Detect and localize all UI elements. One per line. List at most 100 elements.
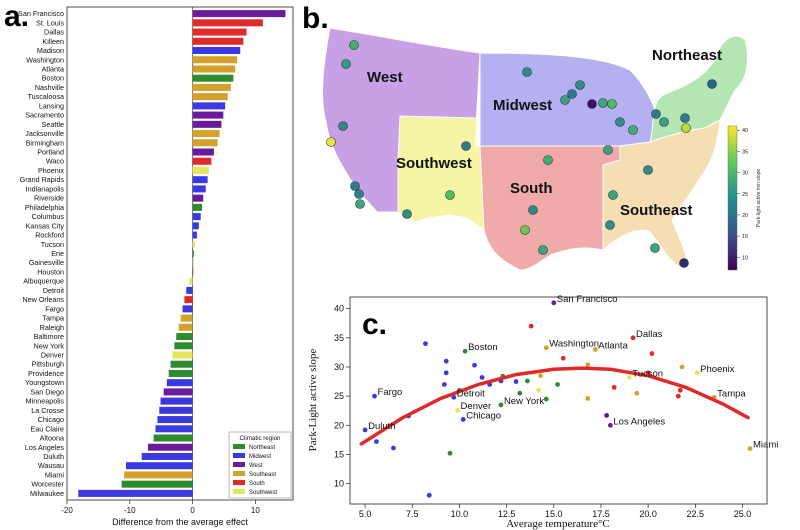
map-marker: [603, 145, 613, 155]
bar: [176, 333, 193, 341]
scatter-point: [472, 362, 477, 368]
colorbar-tick-label: 35: [742, 149, 748, 155]
scatter-point-labeled: [551, 300, 557, 306]
bar: [168, 369, 193, 377]
scatter-points: [362, 300, 753, 498]
scatter-point-label: Chicago: [466, 410, 501, 421]
scatter-point-labeled: [694, 370, 700, 376]
map-label-southeast: Southeast: [620, 202, 693, 219]
scatter-point-label: Tucson: [632, 368, 663, 379]
region-southeast: [602, 119, 721, 269]
scatter-ticks: 5.0 7.5 10.0 12.5 15.0 17.5 20.0 22.5 25.0 10 15 20…: [334, 304, 751, 519]
scatter-point: [443, 370, 449, 376]
bar: [121, 480, 193, 488]
map-marker: [354, 189, 364, 199]
x-tick-label: 17.5: [592, 509, 610, 519]
scatter-point-labeled: [498, 402, 504, 408]
map-marker: [341, 59, 351, 69]
scatter-point: [390, 445, 396, 451]
bar-category-label: Albuquerque: [23, 277, 64, 286]
bar: [192, 47, 241, 55]
bar-category-label: San Francisco: [18, 9, 64, 18]
scatter-point-label: Boston: [468, 342, 498, 353]
bar: [155, 425, 193, 433]
y-tick-label: 35: [334, 333, 344, 343]
bar: [189, 277, 193, 285]
scatter-point-label: Washington: [549, 339, 599, 350]
bar-category-label: Raleigh: [40, 323, 64, 332]
bar-category-label: Nashville: [35, 83, 64, 92]
scatter-point-labeled: [460, 417, 466, 422]
bar-category-label: San Diego: [30, 387, 64, 396]
bar: [126, 462, 193, 470]
scatter-point-labeled: [451, 394, 457, 400]
legend-label: Southeast: [249, 472, 276, 478]
map-marker: [605, 220, 615, 230]
map-marker: [520, 225, 530, 235]
legend-swatch: [233, 480, 245, 485]
colorbar: [727, 125, 738, 271]
bar: [192, 176, 208, 184]
scatter-point: [649, 351, 655, 356]
map-marker: [445, 190, 455, 200]
bar: [159, 406, 193, 414]
panel-b-label: b.: [302, 2, 329, 35]
bar: [192, 231, 197, 239]
bar-category-label: Pittsburgh: [32, 360, 64, 369]
scatter-point: [538, 373, 543, 379]
bar-category-label: Fargo: [45, 304, 64, 313]
map-marker: [643, 165, 653, 175]
bar: [192, 259, 194, 267]
x-tick-label: 25.0: [734, 509, 752, 519]
bar-category-label: Milwaukee: [30, 489, 64, 498]
x-tick-label: 7.5: [406, 509, 419, 519]
scatter-point-label: Dallas: [636, 329, 663, 340]
bar: [157, 416, 193, 424]
bar: [180, 314, 193, 322]
map-marker: [587, 99, 597, 109]
bar: [192, 139, 218, 147]
bar-category-label: Philadelphia: [25, 203, 64, 212]
scatter-point: [679, 364, 685, 370]
scatter-point-label: Tampa: [717, 388, 746, 399]
bar-chart-frame: [66, 6, 294, 501]
x-tick-label: -20: [61, 506, 73, 515]
scatter-y-axis-label: Park-Light active slope: [307, 349, 319, 452]
panel-c-label: c.: [362, 308, 388, 341]
scatter-point: [604, 412, 610, 418]
map-marker: [326, 137, 336, 147]
bar-category-label: Tuscaloosa: [28, 92, 65, 101]
y-tick-label: 40: [334, 304, 344, 314]
scatter-point-labeled: [362, 427, 368, 433]
colorbar-label: Park-light active min slope: [756, 169, 762, 228]
bar-category-label: Minneapolis: [26, 397, 65, 406]
scatter-point-labeled: [372, 393, 377, 399]
bar: [174, 342, 193, 350]
bar-category-label: Gainesville: [29, 258, 64, 267]
bar-x-axis-label: Difference from the average effect: [112, 517, 248, 527]
legend-items: Northeast Midwest West Southeast South Southw…: [233, 444, 277, 496]
scatter-point-labels: San Francisco Dallas Boston Washington Atlan…: [368, 294, 778, 451]
map-marker: [338, 121, 348, 131]
map-label-west: West: [367, 69, 403, 86]
bar: [78, 489, 193, 497]
bar-category-label: Worcester: [31, 480, 64, 489]
map-marker: [349, 40, 359, 50]
bar-category-label: Rockford: [35, 231, 64, 240]
scatter-point: [524, 378, 530, 384]
scatter-point: [517, 390, 523, 396]
map-marker: [707, 79, 717, 89]
bar-category-label: Killeen: [42, 37, 64, 46]
scatter-x-axis-label: Average temperature°C: [506, 518, 609, 530]
bar: [192, 130, 220, 138]
scatter-point: [426, 492, 432, 498]
map-marker: [543, 155, 553, 165]
map-marker: [355, 199, 365, 209]
scatter-point: [443, 358, 449, 364]
legend-swatch: [233, 471, 245, 476]
map-marker: [679, 258, 689, 268]
scatter-point-label: San Francisco: [557, 294, 618, 305]
map-label-northeast: Northeast: [652, 47, 722, 64]
scatter-point-labeled: [747, 446, 753, 452]
bar: [192, 194, 204, 202]
